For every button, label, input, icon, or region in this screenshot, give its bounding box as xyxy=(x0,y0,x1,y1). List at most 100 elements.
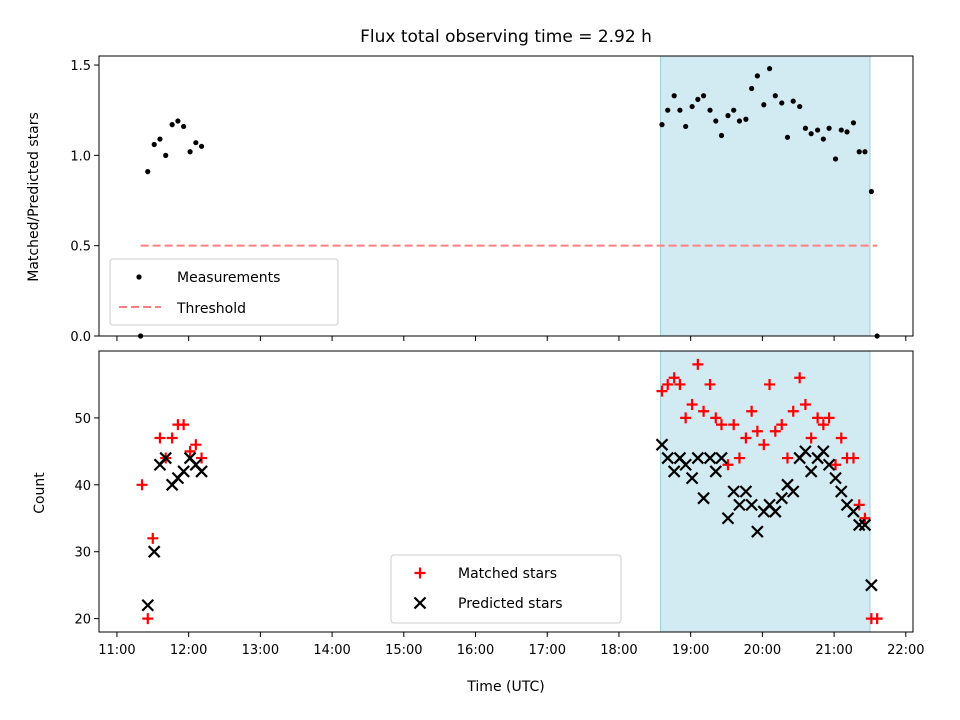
x-tick-label: 11:00 xyxy=(98,643,135,658)
legend-predicted-marker xyxy=(413,596,427,610)
predicted-star-point xyxy=(804,465,818,478)
legend-measurements-label: Measurements xyxy=(177,270,280,286)
matched-star-point xyxy=(710,412,722,424)
data-marks xyxy=(136,66,883,625)
matched-star-point xyxy=(853,499,865,511)
matched-star-point xyxy=(781,452,793,464)
matched-star-point xyxy=(722,459,734,471)
predicted-star-point xyxy=(697,491,710,505)
y-tick-label: 20 xyxy=(74,613,91,628)
measurement-point xyxy=(707,107,713,113)
x-tick-label: 21:00 xyxy=(815,643,852,658)
predicted-star-point xyxy=(733,498,746,512)
x-tick-label: 14:00 xyxy=(313,643,350,658)
legends: Measurements Threshold Matched stars Predic… xyxy=(109,258,622,624)
predicted-star-point xyxy=(679,458,692,472)
matched-star-point xyxy=(698,405,710,417)
measurement-point xyxy=(862,149,868,155)
predicted-star-point xyxy=(709,465,723,478)
predicted-star-point xyxy=(858,518,872,532)
measurement-point xyxy=(700,93,707,99)
bottom-plot-frame xyxy=(98,350,914,633)
predicted-star-point xyxy=(739,485,753,498)
measurement-point xyxy=(671,93,677,99)
matched-star-point xyxy=(817,419,829,431)
measurement-point xyxy=(844,129,850,135)
predicted-star-point xyxy=(147,545,161,558)
measurement-point xyxy=(761,102,767,108)
matched-star-point xyxy=(716,419,728,431)
matched-star-point xyxy=(859,512,871,524)
predicted-star-point xyxy=(141,598,155,612)
matched-star-point xyxy=(847,452,859,464)
matched-star-point xyxy=(805,432,817,444)
matched-star-point xyxy=(662,378,674,390)
measurement-point xyxy=(790,98,796,104)
axes: 0.0 0.5 1.0 1.5 20 30 40 50 11:00 12:00 13:00 14:00… xyxy=(70,55,925,658)
matched-star-point xyxy=(733,452,745,464)
predicted-star-point xyxy=(751,525,764,538)
x-tick-label: 22:00 xyxy=(887,643,924,658)
bottom-panel-marks xyxy=(136,358,883,625)
legend-threshold-label: Threshold xyxy=(176,301,246,317)
predicted-star-point xyxy=(691,451,705,465)
matched-star-point xyxy=(740,432,752,444)
matched-star-point xyxy=(147,532,159,544)
y-tick-label: 0.0 xyxy=(70,330,91,345)
matched-star-point xyxy=(769,425,781,437)
matched-star-point xyxy=(704,378,716,390)
matched-star-point xyxy=(823,412,835,424)
measurement-point xyxy=(187,149,193,155)
y-tick-label: 40 xyxy=(74,479,91,494)
predicted-star-point xyxy=(159,451,172,465)
x-tick-label: 12:00 xyxy=(170,643,207,658)
measurement-point xyxy=(731,107,737,113)
predicted-star-point xyxy=(177,465,190,478)
measurement-point xyxy=(779,100,785,106)
measurement-point xyxy=(808,131,814,137)
x-tick-label: 18:00 xyxy=(600,643,637,658)
measurement-point xyxy=(145,169,151,175)
top-panel-marks xyxy=(137,66,880,339)
measurement-point xyxy=(181,123,187,130)
predicted-star-point xyxy=(661,451,675,465)
x-tick-label: 20:00 xyxy=(744,643,781,658)
predicted-star-point xyxy=(655,438,669,451)
measurement-point xyxy=(743,116,749,122)
measurement-point xyxy=(683,123,689,130)
highlight-span xyxy=(660,351,870,632)
measurement-point xyxy=(198,143,205,149)
measurement-point xyxy=(665,107,671,113)
measurement-point xyxy=(695,96,701,102)
measurement-point xyxy=(815,127,821,133)
matched-star-point xyxy=(751,425,763,437)
matched-star-point xyxy=(764,378,776,390)
measurement-point xyxy=(766,66,773,72)
matched-star-point xyxy=(184,445,196,457)
predicted-star-point xyxy=(667,465,681,478)
measurement-point xyxy=(175,118,181,124)
x-tick-label: 16:00 xyxy=(457,643,494,658)
matched-star-point xyxy=(746,405,758,417)
measurement-point xyxy=(169,122,175,128)
predicted-star-point xyxy=(721,511,735,525)
bottom-legend-box xyxy=(390,554,622,624)
predicted-star-point xyxy=(817,445,830,458)
matched-star-point xyxy=(787,405,799,417)
predicted-star-point xyxy=(703,451,717,465)
measurement-point xyxy=(850,120,857,126)
matched-star-point xyxy=(668,372,680,384)
matched-star-point xyxy=(674,378,686,390)
matched-star-point xyxy=(776,419,788,431)
measurement-point xyxy=(718,132,725,139)
measurement-point xyxy=(151,141,157,148)
matched-star-point xyxy=(178,419,190,431)
measurement-point xyxy=(659,122,665,128)
measurement-point xyxy=(749,85,755,92)
y-tick-label: 1.5 xyxy=(70,59,91,74)
x-tick-label: 15:00 xyxy=(385,643,422,658)
matched-star-point xyxy=(812,412,824,424)
matched-star-point xyxy=(794,372,806,384)
measurement-point xyxy=(832,156,839,162)
